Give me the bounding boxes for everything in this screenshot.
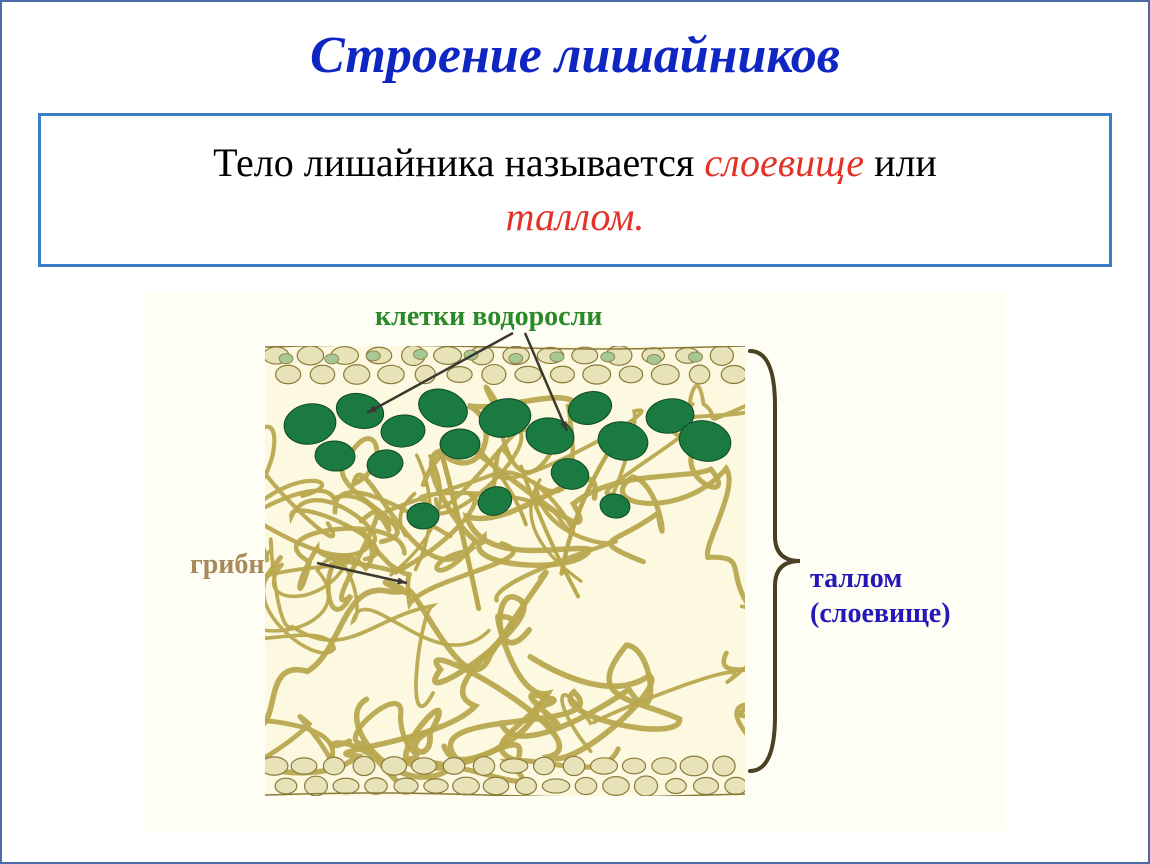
thallus-line1: таллом	[810, 563, 902, 594]
caption-red-1: слоевище	[704, 140, 864, 185]
thallus-label: таллом (слоевище)	[810, 561, 951, 631]
algae-label: клетки водоросли	[375, 301, 602, 333]
caption-black-2: или	[864, 140, 937, 185]
thallus-line2: (слоевище)	[810, 598, 951, 629]
caption-black-1: Тело лишайника называется	[213, 140, 704, 185]
bracket-icon	[745, 346, 815, 776]
lichen-diagram	[265, 346, 745, 796]
page-title: Строение лишайников	[2, 26, 1148, 85]
caption-red-2: таллом.	[506, 194, 645, 239]
caption-box: Тело лишайника называется слоевище или т…	[38, 113, 1112, 267]
slide-frame: Строение лишайников Тело лишайника назыв…	[0, 0, 1150, 864]
figure-area: клетки водоросли грибница таллом (слоеви…	[85, 291, 1065, 831]
